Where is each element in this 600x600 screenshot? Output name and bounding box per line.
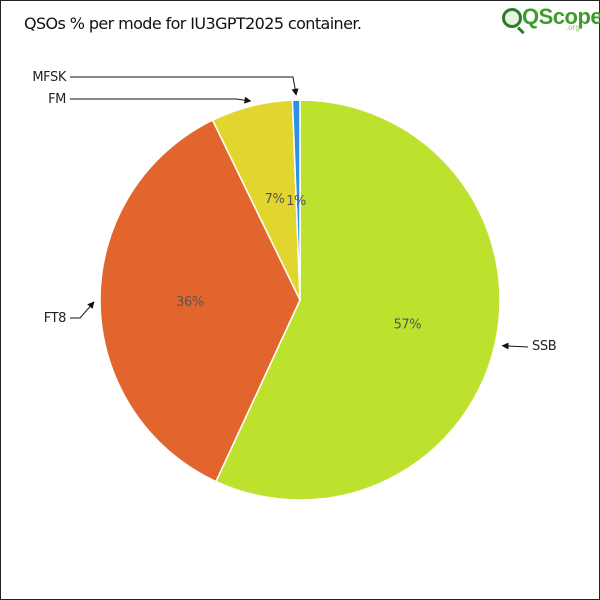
pct-label-ssb: 57% [394,318,422,333]
pie-slice-mfsk[interactable] [291,99,301,301]
magnifier-icon [502,8,522,28]
logo-suffix: .org [566,23,580,32]
logo-text: QScope [522,4,600,29]
pct-label-fm: 7% [265,192,285,207]
pct-label-mfsk: 1% [286,194,306,209]
callout-line-fm [70,96,252,104]
callout-line-ft8 [70,301,95,319]
callout-line-ssb [501,342,529,350]
slice-label-mfsk: MFSK [32,70,67,85]
pie-slice-ft8[interactable] [99,119,301,483]
slice-label-ssb: SSB [532,339,556,354]
pct-label-ft8: 36% [176,295,204,310]
callout-line-mfsk [70,76,299,96]
chart-title: QSOs % per mode for IU3GPT2025 container… [24,14,362,33]
pie-slice-ssb[interactable] [214,99,501,501]
qscope-logo[interactable]: QScope .org [500,4,600,38]
slice-label-ft8: FT8 [44,311,66,326]
slice-label-fm: FM [48,92,66,107]
